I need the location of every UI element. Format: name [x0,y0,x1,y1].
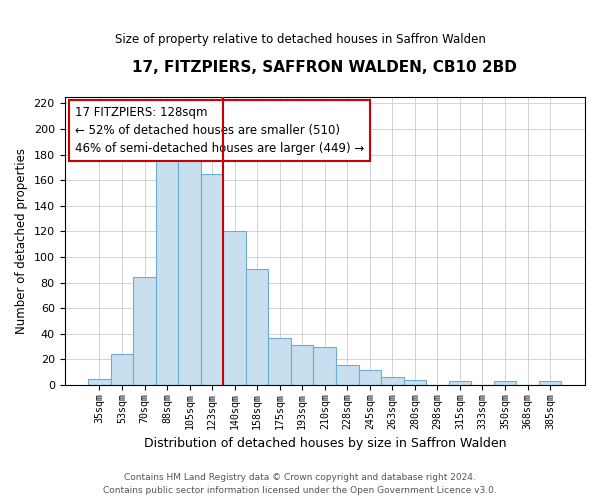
Bar [268,338,291,385]
Bar [336,364,359,385]
Bar [381,378,404,385]
Bar [359,370,381,385]
Bar [111,354,133,385]
Bar [223,232,246,385]
Text: 17 FITZPIERS: 128sqm
← 52% of detached houses are smaller (510)
46% of semi-deta: 17 FITZPIERS: 128sqm ← 52% of detached h… [75,106,364,154]
Bar [133,278,156,385]
Bar [291,346,313,385]
Y-axis label: Number of detached properties: Number of detached properties [15,148,28,334]
Text: Contains HM Land Registry data © Crown copyright and database right 2024.
Contai: Contains HM Land Registry data © Crown c… [103,474,497,495]
Bar [156,151,178,385]
Bar [404,380,426,385]
Bar [88,378,111,385]
Bar [178,161,201,385]
X-axis label: Distribution of detached houses by size in Saffron Walden: Distribution of detached houses by size … [143,437,506,450]
Bar [201,174,223,385]
Bar [246,268,268,385]
Bar [449,381,471,385]
Bar [494,381,516,385]
Bar [313,346,336,385]
Bar [539,381,562,385]
Text: Size of property relative to detached houses in Saffron Walden: Size of property relative to detached ho… [115,32,485,46]
Title: 17, FITZPIERS, SAFFRON WALDEN, CB10 2BD: 17, FITZPIERS, SAFFRON WALDEN, CB10 2BD [133,60,517,75]
